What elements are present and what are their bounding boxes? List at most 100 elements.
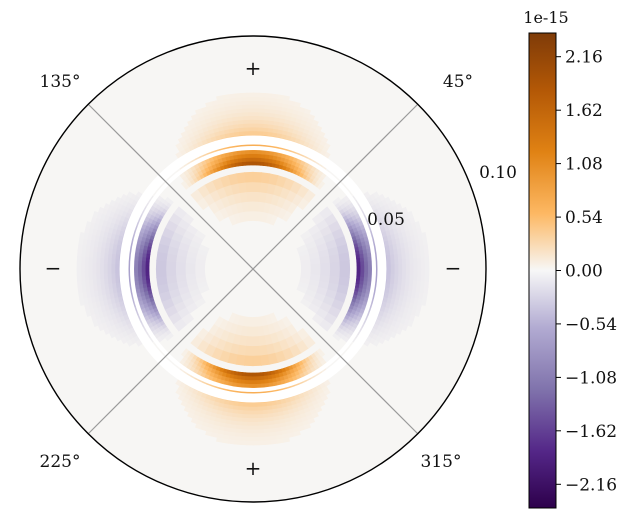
field-cell [76, 256, 82, 264]
field-cell [252, 440, 260, 446]
field-cell [234, 440, 242, 445]
polar-axes: 45° 135° 225° 315° 0.05 0.10 + − + − [19, 35, 517, 503]
field-cell [257, 414, 264, 419]
field-cell [256, 376, 262, 381]
field-cell [252, 181, 261, 193]
field-cell [248, 157, 254, 162]
field-cell [133, 260, 139, 266]
field-cell [95, 257, 101, 264]
field-cell [155, 268, 167, 278]
field-cell [409, 274, 415, 281]
field-cell [282, 95, 290, 101]
field-cell [421, 232, 427, 240]
field-cell [420, 256, 426, 264]
field-cell [270, 93, 278, 99]
field-cell [310, 268, 322, 276]
colorbar-tick-label: −1.62 [565, 422, 617, 442]
field-cell [386, 268, 392, 275]
field-cell [228, 439, 236, 445]
radial-tick-label: 0.10 [479, 163, 517, 183]
field-cell [241, 115, 249, 121]
field-cell [259, 161, 265, 166]
field-cell [401, 273, 407, 281]
field-cell [84, 262, 89, 270]
field-cell [367, 272, 373, 278]
field-cell [416, 274, 422, 282]
field-cell [242, 126, 249, 132]
field-cell [240, 440, 248, 446]
field-cell [390, 268, 396, 275]
field-cell [246, 440, 254, 446]
field-cell [247, 421, 254, 427]
field-cell [260, 153, 266, 159]
field-cell [248, 383, 254, 389]
field-cell [216, 437, 224, 443]
field-cell [424, 280, 429, 288]
field-cell [258, 96, 266, 102]
field-cell [258, 421, 265, 427]
field-cell [260, 157, 265, 163]
field-cell [91, 263, 97, 270]
field-cell [252, 210, 259, 222]
field-cell [259, 181, 269, 194]
field-cell [405, 257, 411, 264]
field-cell [80, 268, 85, 276]
theta-tick-label: 315° [421, 452, 462, 472]
field-cell [256, 153, 262, 159]
field-cell [77, 280, 82, 288]
field-cell [241, 107, 248, 113]
field-cell [363, 272, 369, 278]
field-cell [248, 153, 254, 158]
field-cell [246, 429, 254, 434]
field-cell [258, 100, 266, 106]
field-cell [252, 345, 261, 357]
field-cell [367, 256, 373, 262]
field-cell [194, 263, 206, 270]
field-cell [257, 130, 263, 136]
field-cell [175, 255, 187, 264]
field-cell [244, 153, 250, 159]
field-cell [241, 111, 248, 117]
field-cell [247, 406, 254, 412]
field-cell [356, 261, 361, 266]
radial-tick-label: 0.05 [367, 210, 405, 230]
field-cell [242, 123, 249, 128]
field-cell [363, 256, 369, 262]
field-cell [88, 274, 93, 281]
field-cell [390, 273, 396, 280]
field-cell [240, 149, 246, 155]
colorbar-offset-label: 1e-15 [523, 8, 568, 27]
field-cell [252, 376, 258, 381]
field-cell [99, 268, 104, 275]
field-cell [252, 119, 259, 124]
field-cell [247, 111, 254, 117]
field-cell [320, 268, 331, 277]
field-cell [137, 276, 143, 282]
field-cell [78, 238, 84, 246]
field-cell [258, 107, 265, 113]
field-cell [256, 383, 262, 389]
field-cell [398, 273, 403, 280]
field-cell [243, 402, 249, 408]
field-cell [257, 123, 264, 128]
field-cell [234, 93, 242, 98]
field-cell [390, 263, 396, 270]
field-cell [240, 153, 246, 159]
field-cell [222, 438, 230, 444]
sign-annotation: + [245, 56, 262, 80]
field-cell [360, 260, 365, 266]
theta-tick-label: 225° [40, 452, 81, 472]
field-cell [421, 298, 427, 306]
field-cell [282, 437, 290, 443]
sign-annotation: − [445, 256, 462, 280]
field-cell [417, 268, 422, 276]
colorbar-tick-label: −1.08 [565, 368, 617, 388]
field-cell [103, 273, 108, 280]
field-cell [252, 410, 259, 416]
field-cell [243, 130, 249, 136]
field-cell [424, 274, 430, 282]
field-cell [184, 262, 196, 270]
field-cell [247, 402, 254, 408]
field-cell [360, 264, 365, 270]
